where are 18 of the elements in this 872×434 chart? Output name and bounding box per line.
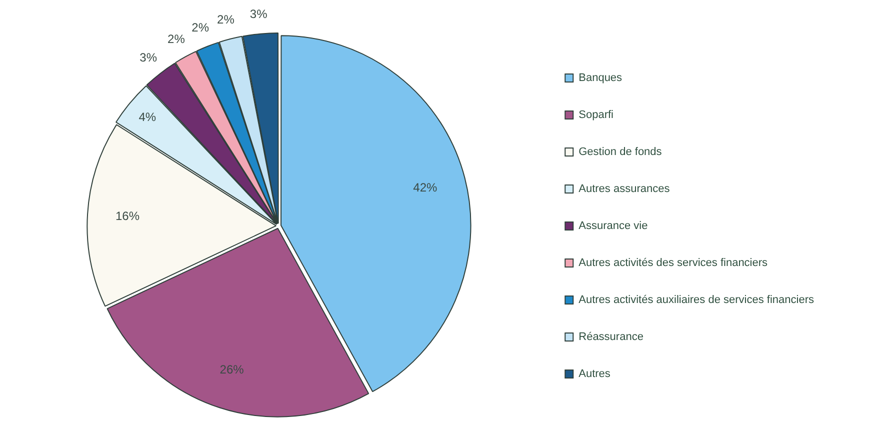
legend-label: Gestion de fonds	[578, 146, 662, 158]
data-label: 2%	[168, 32, 186, 46]
legend-label: Assurance vie	[578, 220, 648, 232]
data-label: 4%	[138, 110, 156, 124]
data-label: 2%	[217, 12, 235, 26]
legend-label: Autres activités des services financiers	[578, 257, 768, 270]
data-label: 42%	[413, 180, 438, 195]
legend-label: Autres	[578, 368, 611, 380]
data-label: 16%	[115, 208, 140, 223]
legend-label: Réassurance	[578, 331, 644, 344]
legend-label: Banques	[578, 72, 623, 84]
legend-label: Autres activités auxiliaires de services financiers	[578, 294, 814, 306]
data-label: 26%	[220, 362, 244, 376]
legend-label: Autres assurances	[578, 183, 670, 196]
data-label: 3%	[140, 50, 158, 64]
legend-label: Soparfi	[578, 109, 614, 122]
data-label: 3%	[250, 6, 268, 21]
data-label: 2%	[192, 20, 210, 35]
